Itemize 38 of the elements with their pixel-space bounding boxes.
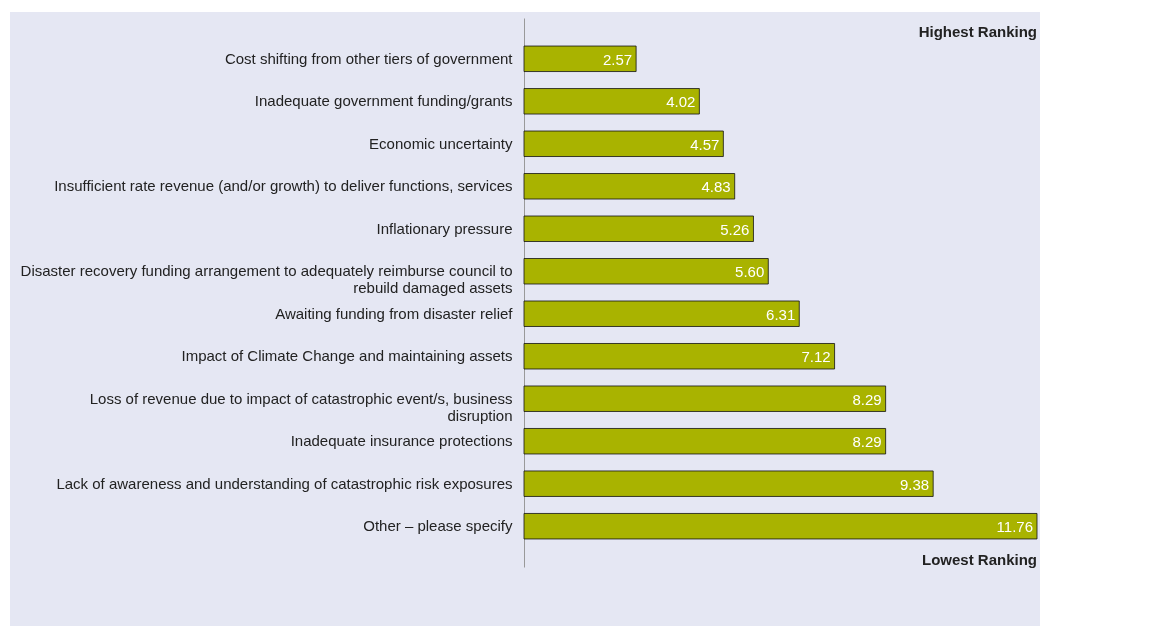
data-label: 5.60 (735, 263, 765, 281)
data-label: 11.76 (996, 518, 1033, 536)
y-tick-label: Inflationary pressure (376, 219, 513, 237)
y-tick-label: Inadequate insurance protections (290, 432, 513, 450)
bar (523, 130, 724, 157)
data-label: 9.38 (899, 475, 930, 493)
y-tick-label: Cost shifting from other tiers of government (224, 49, 514, 67)
data-label: 6.31 (766, 305, 796, 323)
bar (523, 258, 769, 285)
bar (523, 300, 800, 327)
data-label: 7.12 (801, 348, 831, 366)
y-tick-label: Other – please specify (363, 517, 513, 535)
data-label: 8.29 (852, 433, 882, 451)
bar (523, 215, 754, 242)
y-tick-label: Awaiting funding from disaster relief (275, 304, 514, 322)
y-tick-label: Insufficient rate revenue (and/or growth) to deliver functions, services (54, 177, 513, 195)
bar (523, 45, 637, 72)
bar (523, 470, 934, 497)
annotation: Lowest Ranking (921, 551, 1037, 568)
y-tick-label: Inadequate government funding/grants (254, 92, 513, 110)
y-tick-label: Disaster recovery funding arrangement to adequately reimburse council to rebuild damaged assets (20, 262, 513, 297)
bar (523, 428, 887, 455)
y-tick-label: Loss of revenue due to impact of catastrophic event/s, business disruption (89, 389, 513, 424)
data-label: 4.57 (690, 135, 720, 153)
y-tick-label: Lack of awareness and understanding of catastrophic risk exposures (56, 474, 513, 492)
bar (523, 343, 835, 370)
data-label: 5.26 (720, 220, 750, 238)
data-label: 4.02 (666, 93, 696, 111)
y-tick-label: Impact of Climate Change and maintaining assets (181, 347, 513, 365)
bar (523, 385, 887, 412)
data-label: 2.57 (602, 50, 633, 68)
annotation: Highest Ranking (918, 23, 1037, 40)
bar (523, 173, 736, 200)
bar (523, 88, 700, 115)
data-label: 8.29 (852, 390, 882, 408)
y-tick-label: Economic uncertainty (369, 134, 513, 152)
bar (523, 513, 1038, 540)
data-label: 4.83 (701, 178, 731, 196)
